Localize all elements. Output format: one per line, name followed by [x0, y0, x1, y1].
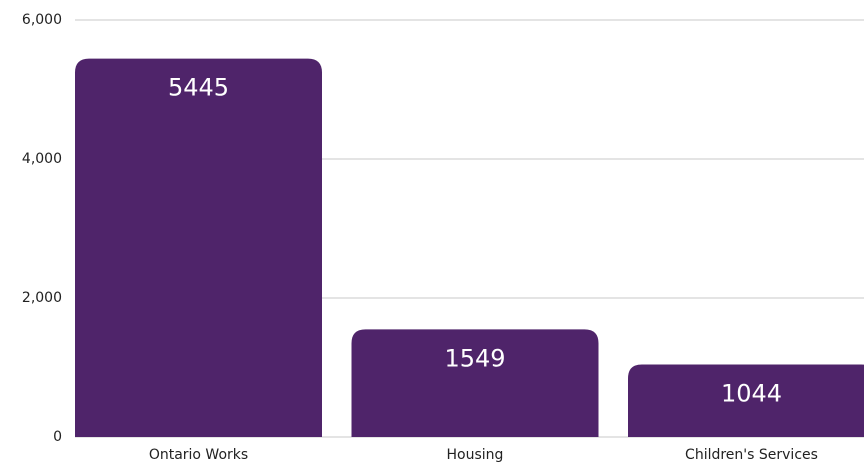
- y-tick-label: 0: [53, 429, 62, 445]
- y-tick-label: 6,000: [22, 12, 62, 28]
- y-tick-label: 2,000: [22, 290, 62, 306]
- data-label: 1549: [444, 344, 505, 372]
- x-tick-label: Housing: [447, 447, 504, 463]
- bar: [75, 58, 322, 437]
- x-tick-label: Ontario Works: [149, 447, 248, 463]
- data-label: 5445: [168, 74, 229, 102]
- y-tick-label: 4,000: [22, 151, 62, 167]
- data-label: 1044: [721, 379, 782, 407]
- bar: [628, 364, 864, 437]
- x-tick-label: Children's Services: [685, 447, 818, 463]
- bar: [351, 329, 599, 437]
